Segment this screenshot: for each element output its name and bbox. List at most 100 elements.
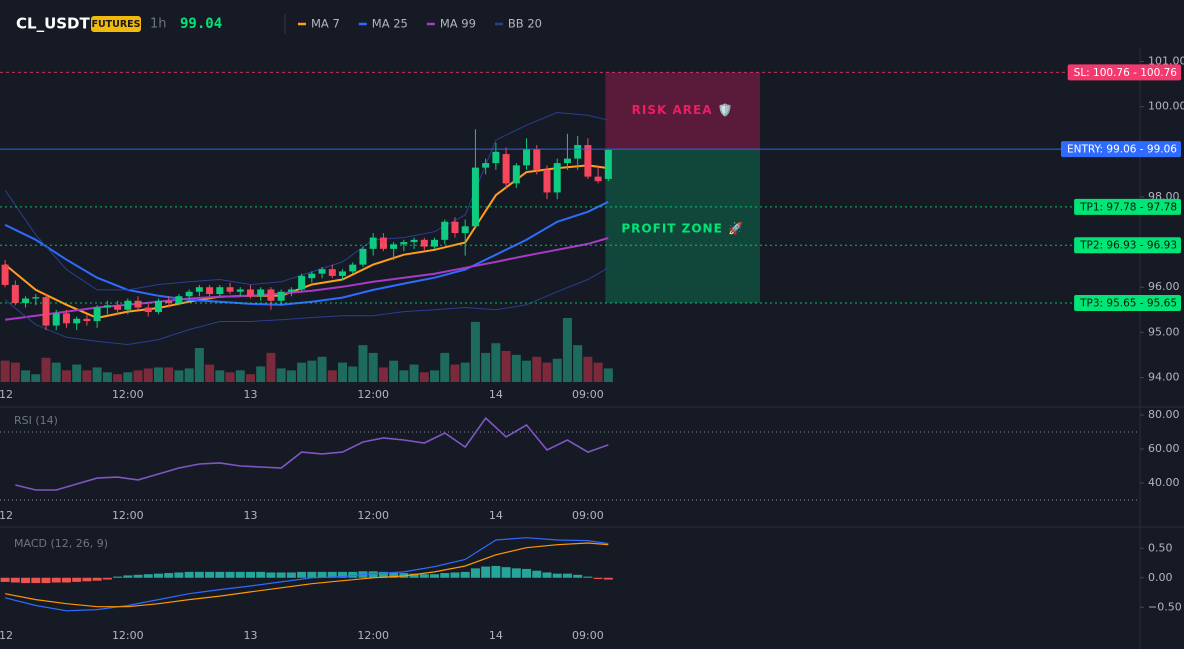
- candle-body: [349, 264, 357, 272]
- candle-body: [32, 297, 40, 299]
- volume-bar: [164, 367, 174, 382]
- volume-bar: [368, 352, 378, 382]
- legend-label: MA 7: [311, 17, 340, 31]
- histogram-bar: [419, 574, 429, 578]
- y-tick-label: 0.00: [1148, 571, 1173, 584]
- candle-body: [523, 149, 531, 166]
- level-label: TP2: 96.93 - 96.93: [1079, 240, 1177, 252]
- level-label-bg: [1074, 237, 1181, 254]
- histogram-bar: [368, 571, 378, 578]
- volume-bar: [184, 368, 194, 382]
- candle-body: [11, 284, 19, 304]
- histogram-bar: [184, 571, 194, 578]
- histogram-bar: [174, 572, 184, 578]
- x-tick-label: 13: [243, 388, 257, 401]
- candle-body: [216, 287, 224, 294]
- volume-bar: [450, 364, 460, 382]
- candle-body: [42, 297, 50, 326]
- x-tick-label: 09:00: [572, 629, 604, 642]
- candle-body: [584, 145, 592, 177]
- x-tick-label: 12: [0, 629, 13, 642]
- volume-bar: [470, 321, 480, 382]
- volume-bar: [143, 368, 153, 382]
- candle-body: [390, 244, 398, 249]
- histogram-bar: [522, 568, 532, 578]
- histogram-bar: [164, 573, 174, 578]
- histogram-bar: [245, 571, 255, 578]
- zone-label: PROFIT ZONE 🚀: [621, 221, 744, 235]
- volume-bar: [378, 367, 388, 382]
- candle-body: [379, 237, 387, 249]
- candle-body: [103, 305, 111, 308]
- histogram-bar: [31, 577, 41, 584]
- level-label-bg: [1074, 198, 1181, 215]
- y-tick-label: 60.00: [1148, 442, 1180, 455]
- x-tick-label: 12: [0, 509, 13, 522]
- volume-bar: [194, 348, 204, 382]
- x-tick-label: 14: [489, 388, 503, 401]
- panel-title: MACD (12, 26, 9): [14, 537, 108, 550]
- candle-body: [328, 269, 336, 276]
- x-tick-label: 14: [489, 509, 503, 522]
- volume-bar: [10, 362, 20, 382]
- volume-bar: [603, 368, 613, 382]
- histogram-bar: [573, 574, 583, 578]
- volume-bar: [92, 367, 102, 382]
- zone: [605, 149, 760, 304]
- x-tick-label: 13: [243, 509, 257, 522]
- candle-body: [134, 300, 142, 308]
- y-tick-label: 96.00: [1148, 280, 1180, 293]
- volume-bar: [51, 362, 61, 382]
- interval: 1h: [150, 17, 167, 32]
- candle-body: [165, 300, 173, 304]
- level-label: ENTRY: 99.06 - 99.06: [1067, 144, 1177, 156]
- histogram-bar: [10, 577, 20, 583]
- histogram-bar: [256, 571, 266, 578]
- histogram-bar: [61, 577, 71, 583]
- candle-body: [52, 313, 60, 326]
- histogram-bar: [102, 577, 112, 580]
- x-tick-label: 12:00: [112, 509, 144, 522]
- volume-bar: [72, 364, 82, 382]
- histogram-bar: [409, 573, 419, 578]
- histogram-bar: [532, 570, 542, 578]
- x-tick-label: 12:00: [357, 388, 389, 401]
- legend-label: MA 25: [372, 17, 408, 31]
- level-label: SL: 100.76 - 100.76: [1074, 67, 1178, 79]
- histogram-bar: [123, 575, 133, 578]
- zone-label: RISK AREA 🛡️: [632, 103, 734, 117]
- candle-body: [604, 150, 612, 179]
- y-tick-label: 94.00: [1148, 370, 1180, 383]
- volume-bar: [481, 352, 491, 382]
- volume-bar: [123, 372, 133, 382]
- volume-bar: [532, 356, 542, 382]
- histogram-bar: [297, 571, 307, 578]
- histogram-bar: [511, 568, 521, 578]
- volume-bar: [399, 370, 409, 382]
- volume-bar: [511, 354, 521, 382]
- volume-bar: [389, 360, 399, 382]
- volume-bar: [593, 362, 603, 382]
- candle-body: [185, 291, 193, 297]
- x-tick-label: 12: [0, 388, 13, 401]
- volume-bar: [491, 343, 501, 382]
- candle-body: [543, 169, 551, 193]
- candle-body: [594, 176, 602, 182]
- level-label-bg: [1060, 141, 1181, 158]
- zone: [605, 72, 760, 150]
- legend-label: MA 99: [440, 17, 476, 31]
- volume-bar: [102, 372, 112, 382]
- candle-body: [369, 237, 377, 249]
- histogram-bar: [205, 571, 215, 578]
- badge-bg: [91, 16, 141, 32]
- volume-bar: [245, 374, 255, 382]
- histogram-bar: [603, 577, 613, 580]
- volume-bar: [419, 372, 429, 382]
- histogram-bar: [266, 572, 276, 578]
- volume-bar: [583, 356, 593, 382]
- histogram-bar: [72, 577, 82, 582]
- volume-bar: [430, 370, 440, 382]
- candle-body: [420, 239, 428, 247]
- volume-bar: [205, 364, 215, 382]
